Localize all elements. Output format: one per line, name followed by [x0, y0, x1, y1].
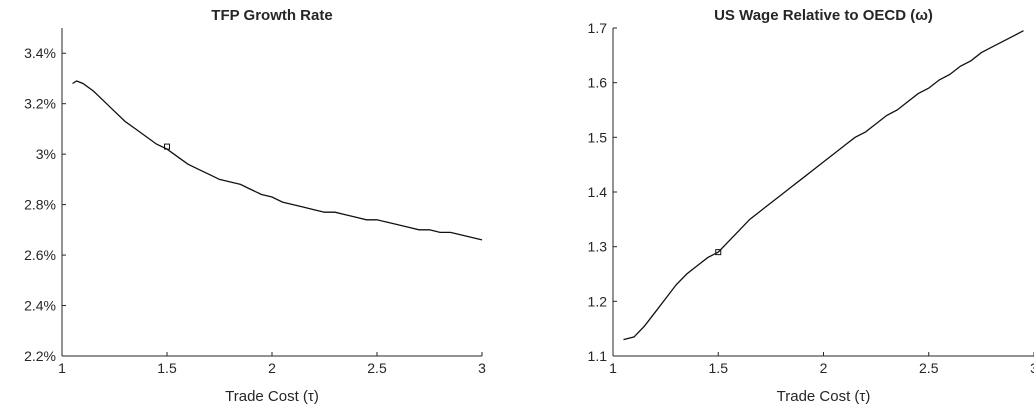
x-tick-label: 2 — [268, 360, 276, 376]
y-tick-label: 2.2% — [24, 348, 56, 364]
y-tick-label: 2.8% — [24, 197, 56, 213]
x-tick-label: 1 — [609, 360, 617, 376]
y-tick-label: 1.4 — [588, 184, 608, 200]
series-line — [623, 30, 1024, 341]
x-tick-label: 1.5 — [157, 360, 177, 376]
y-tick-label: 1.7 — [588, 20, 608, 36]
y-tick-label: 3.4% — [24, 45, 56, 61]
y-tick-label: 3% — [36, 146, 56, 162]
y-tick-label: 1.2 — [588, 293, 608, 309]
x-tick-label: 2.5 — [367, 360, 387, 376]
x-axis-label: Trade Cost (τ) — [225, 388, 319, 405]
x-tick-label: 3 — [1030, 360, 1034, 376]
wage-ratio-panel: 1 1.5 2 2.5 3 1.1 1.2 1.3 1.4 1.5 1.6 1.7 US Wage Re… — [588, 7, 1034, 405]
chart-title: US Wage Relative to OECD (ω) — [714, 7, 933, 24]
y-tick-label: 1.3 — [588, 239, 608, 255]
x-tick-label: 3 — [478, 360, 486, 376]
chart-title: TFP Growth Rate — [211, 7, 332, 24]
x-tick-label: 1.5 — [709, 360, 729, 376]
series-line — [72, 80, 483, 241]
y-tick-label: 2.6% — [24, 247, 56, 263]
y-tick-label: 1.1 — [588, 348, 608, 364]
y-tick-label: 3.2% — [24, 96, 56, 112]
data-point-marker — [164, 143, 170, 150]
x-tick-label: 2.5 — [919, 360, 939, 376]
x-tick-label: 2 — [820, 360, 828, 376]
x-axis-label: Trade Cost (τ) — [777, 388, 871, 405]
y-tick-label: 1.6 — [588, 75, 608, 91]
y-tick-label: 1.5 — [588, 129, 608, 145]
y-tick-label: 2.4% — [24, 298, 56, 314]
tfp-growth-panel: 1 1.5 2 2.5 3 2.2% 2.4% 2.6% 2.8% 3% 3.2% 3.4% TFP G… — [24, 7, 486, 405]
x-tick-label: 1 — [58, 360, 66, 376]
data-point-marker — [715, 249, 722, 256]
